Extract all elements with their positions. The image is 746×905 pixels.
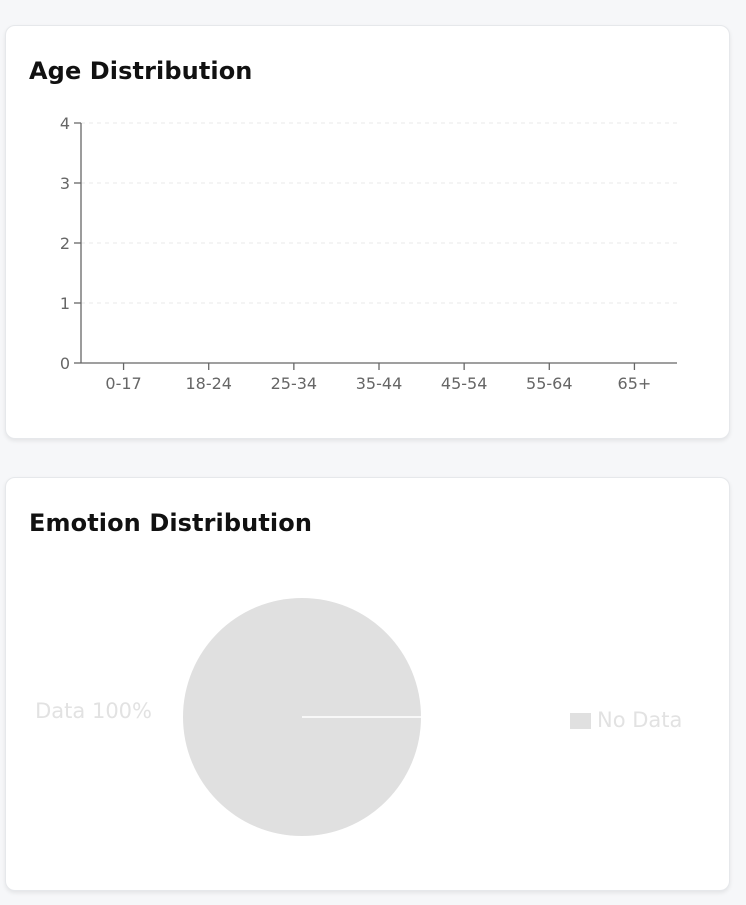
x-tick-label: 35-44 (356, 374, 403, 393)
y-tick-label: 1 (60, 294, 70, 313)
emotion-distribution-card: Emotion Distribution Data 100% No Data (5, 477, 730, 891)
x-tick-label: 25-34 (271, 374, 318, 393)
y-tick-label: 3 (60, 174, 70, 193)
x-tick-label: 55-64 (526, 374, 573, 393)
emotion-chart-title: Emotion Distribution (29, 509, 313, 537)
emotion-pie-chart: Data 100% No Data (35, 598, 682, 836)
x-tick-label: 65+ (618, 374, 652, 393)
x-tick-label: 45-54 (441, 374, 488, 393)
age-chart-title: Age Distribution (29, 57, 253, 85)
age-distribution-card: Age Distribution 0 1 2 3 4 0-17 18-24 25-34 35-4… (5, 25, 730, 439)
age-bar-chart: 0 1 2 3 4 0-17 18-24 25-34 35-44 45-54 55-64 65+ (60, 114, 677, 393)
legend-swatch (570, 713, 591, 729)
y-tick-label: 4 (60, 114, 70, 133)
x-tick-label: 0-17 (105, 374, 141, 393)
y-tick-label: 2 (60, 234, 70, 253)
legend-label: No Data (597, 708, 682, 732)
x-tick-label: 18-24 (185, 374, 232, 393)
pie-slice-label: Data 100% (35, 699, 152, 723)
y-tick-label: 0 (60, 354, 70, 373)
